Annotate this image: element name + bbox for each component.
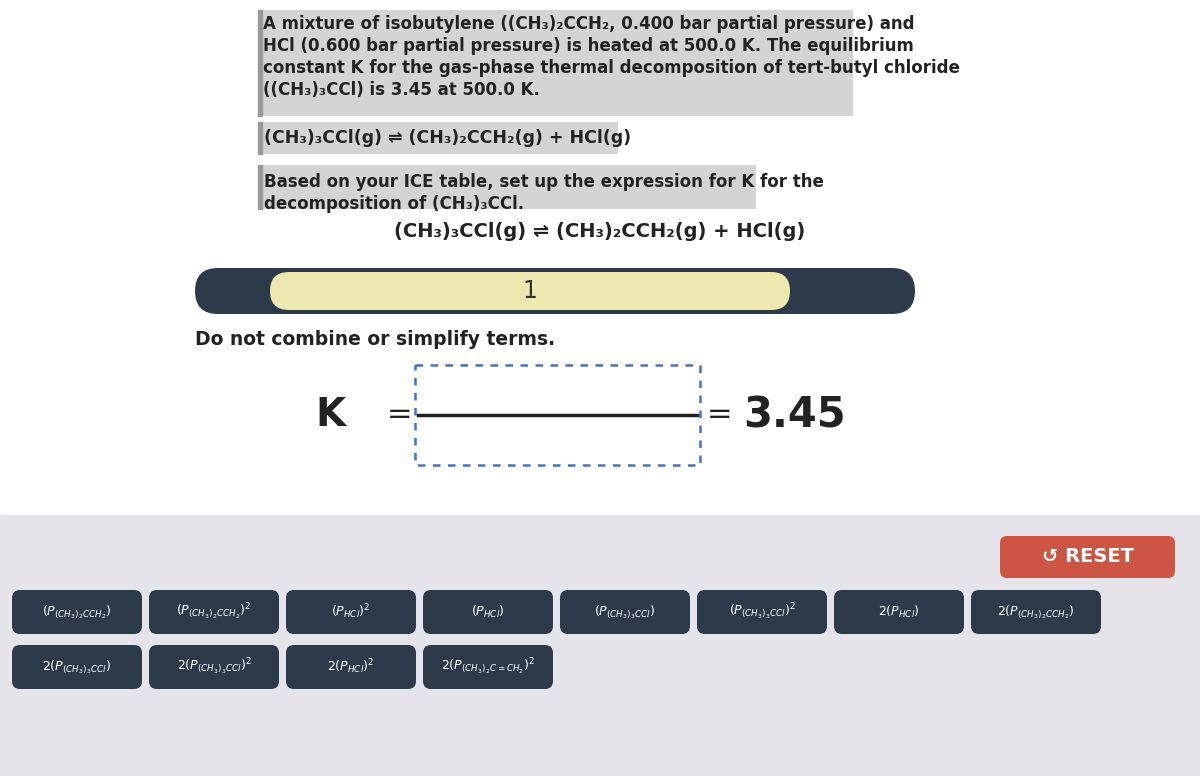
Text: Do not combine or simplify terms.: Do not combine or simplify terms. xyxy=(194,330,556,349)
FancyBboxPatch shape xyxy=(834,590,964,634)
Text: A mixture of isobutylene ((CH₃)₂CCH₂, 0.400 bar partial pressure) and: A mixture of isobutylene ((CH₃)₂CCH₂, 0.… xyxy=(263,15,914,33)
FancyBboxPatch shape xyxy=(286,590,416,634)
FancyBboxPatch shape xyxy=(270,272,790,310)
Text: $(P_{(CH_3)_2CCH_2})$: $(P_{(CH_3)_2CCH_2})$ xyxy=(42,603,112,621)
Text: $(P_{HCl})^2$: $(P_{HCl})^2$ xyxy=(331,603,371,622)
Bar xyxy=(258,122,262,154)
FancyBboxPatch shape xyxy=(194,268,916,314)
FancyBboxPatch shape xyxy=(149,590,278,634)
Text: =: = xyxy=(707,400,733,429)
FancyBboxPatch shape xyxy=(1000,536,1175,578)
Text: $2(P_{HCl})^2$: $2(P_{HCl})^2$ xyxy=(328,657,374,677)
FancyBboxPatch shape xyxy=(424,645,553,689)
FancyBboxPatch shape xyxy=(149,645,278,689)
Text: HCl (0.600 bar partial pressure) is heated at 500.0 K. The equilibrium: HCl (0.600 bar partial pressure) is heat… xyxy=(263,37,914,55)
Text: Based on your ICE table, set up the expression for K for the: Based on your ICE table, set up the expr… xyxy=(264,173,824,191)
Bar xyxy=(0,515,1200,776)
FancyBboxPatch shape xyxy=(697,590,827,634)
Text: K: K xyxy=(314,396,346,434)
FancyBboxPatch shape xyxy=(424,590,553,634)
FancyBboxPatch shape xyxy=(258,165,756,209)
Text: constant K for the gas-phase thermal decomposition of tert-butyl chloride: constant K for the gas-phase thermal dec… xyxy=(263,59,960,77)
Text: $(P_{(CH_3)_3CCl})^2$: $(P_{(CH_3)_3CCl})^2$ xyxy=(728,602,796,622)
Text: $2(P_{(CH_3)_3CCl})$: $2(P_{(CH_3)_3CCl})$ xyxy=(42,658,112,676)
FancyBboxPatch shape xyxy=(12,590,142,634)
Bar xyxy=(0,0,1200,515)
FancyBboxPatch shape xyxy=(415,365,700,465)
Text: decomposition of (CH₃)₃CCl.: decomposition of (CH₃)₃CCl. xyxy=(264,195,524,213)
Bar xyxy=(258,10,262,116)
FancyBboxPatch shape xyxy=(12,645,142,689)
FancyBboxPatch shape xyxy=(286,645,416,689)
Text: (CH₃)₃CCl(g) ⇌ (CH₃)₂CCH₂(g) + HCl(g): (CH₃)₃CCl(g) ⇌ (CH₃)₂CCH₂(g) + HCl(g) xyxy=(395,222,805,241)
FancyBboxPatch shape xyxy=(258,122,618,154)
Text: ((CH₃)₃CCl) is 3.45 at 500.0 K.: ((CH₃)₃CCl) is 3.45 at 500.0 K. xyxy=(263,81,540,99)
Text: $2(P_{HCl})$: $2(P_{HCl})$ xyxy=(878,604,920,620)
FancyBboxPatch shape xyxy=(258,10,853,116)
Bar xyxy=(258,165,262,209)
Text: $2(P_{(CH_3)_2CCH_2})$: $2(P_{(CH_3)_2CCH_2})$ xyxy=(997,603,1075,621)
Text: $(P_{(CH_3)_3CCl})$: $(P_{(CH_3)_3CCl})$ xyxy=(594,603,655,621)
Text: ↺ RESET: ↺ RESET xyxy=(1042,548,1134,566)
Text: $2(P_{(CH_3)_3CCl})^2$: $2(P_{(CH_3)_3CCl})^2$ xyxy=(176,657,252,677)
FancyBboxPatch shape xyxy=(560,590,690,634)
Text: =: = xyxy=(388,400,413,429)
FancyBboxPatch shape xyxy=(971,590,1102,634)
Text: $(P_{HCl})$: $(P_{HCl})$ xyxy=(472,604,505,620)
Text: $2(P_{(CH_3)_2C=CH_2})^2$: $2(P_{(CH_3)_2C=CH_2})^2$ xyxy=(442,657,535,677)
Text: 3.45: 3.45 xyxy=(744,394,846,436)
Text: $(P_{(CH_3)_2CCH_2})^2$: $(P_{(CH_3)_2CCH_2})^2$ xyxy=(176,602,252,622)
Text: 1: 1 xyxy=(522,279,538,303)
Text: (CH₃)₃CCl(g) ⇌ (CH₃)₂CCH₂(g) + HCl(g): (CH₃)₃CCl(g) ⇌ (CH₃)₂CCH₂(g) + HCl(g) xyxy=(264,129,631,147)
